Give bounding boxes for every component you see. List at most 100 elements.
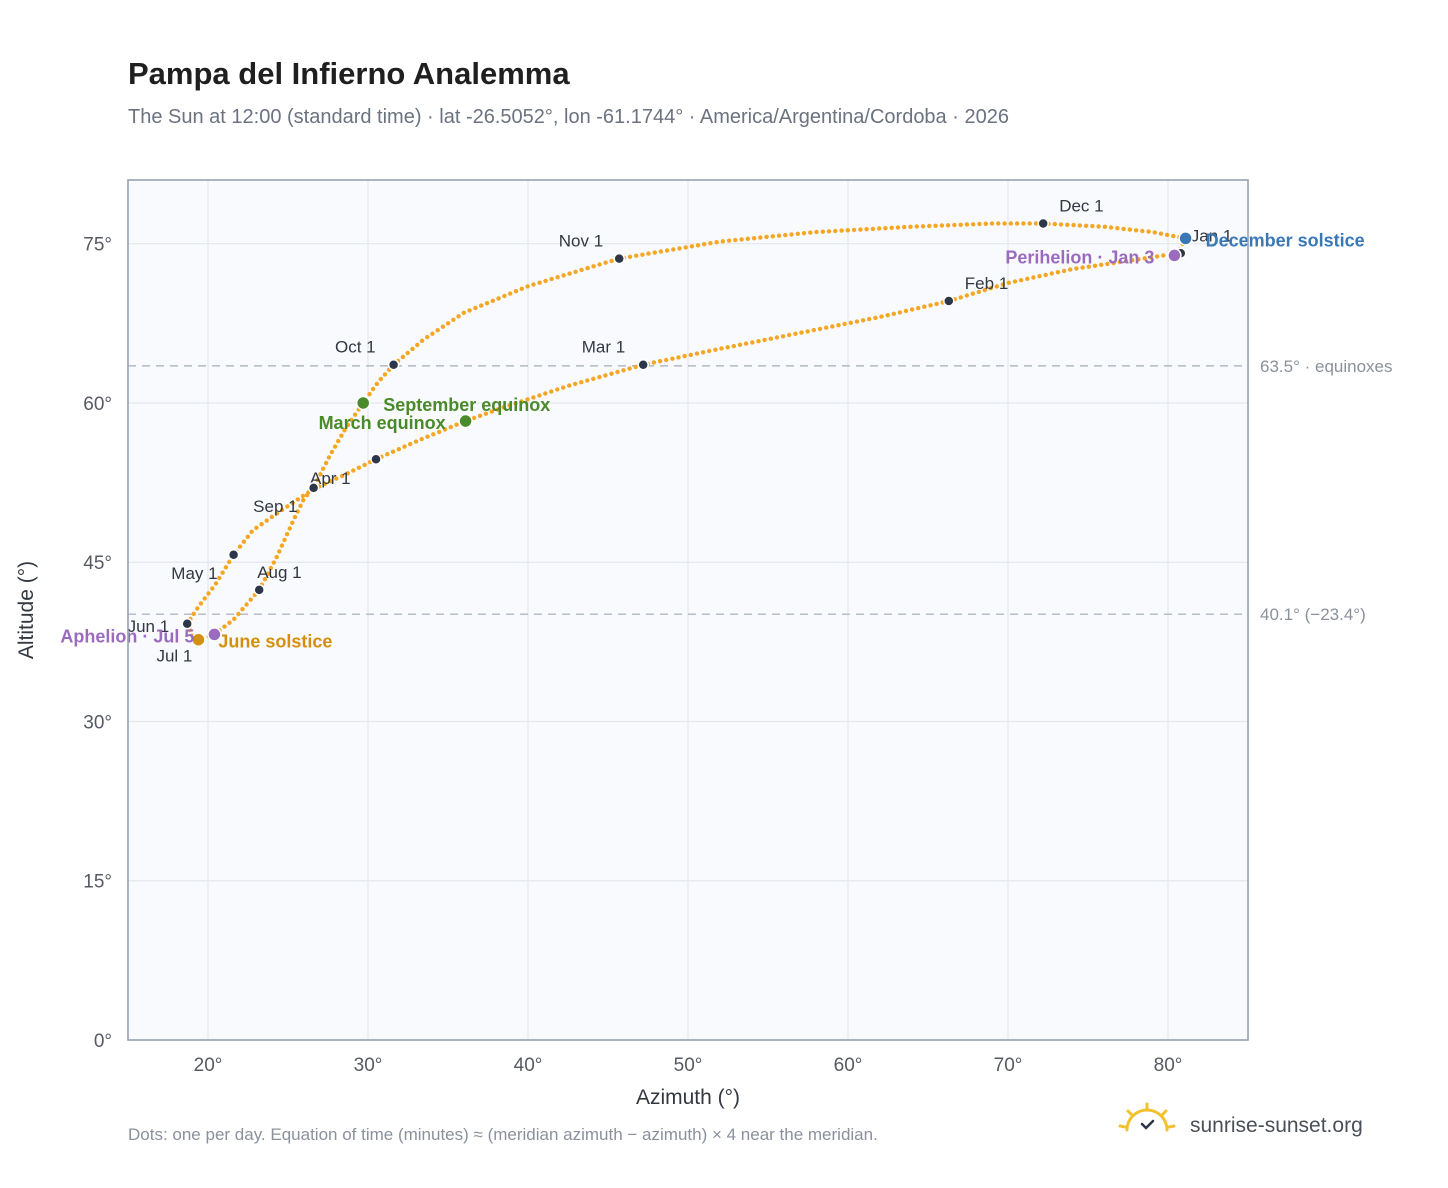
day-dot bbox=[952, 222, 957, 228]
day-dot bbox=[323, 460, 329, 466]
day-dot bbox=[285, 504, 290, 509]
month-label: Jul 1 bbox=[156, 647, 192, 666]
day-dot bbox=[329, 449, 335, 455]
reference-lines: 63.5° · equinoxes 40.1° (−23.4°) bbox=[128, 357, 1393, 624]
day-dot bbox=[1099, 262, 1104, 267]
day-dot bbox=[702, 242, 707, 247]
day-dot bbox=[1080, 265, 1085, 270]
day-dot bbox=[848, 320, 853, 325]
day-dot bbox=[279, 507, 285, 513]
day-dot bbox=[864, 227, 869, 232]
day-dot bbox=[543, 391, 548, 396]
day-dot bbox=[496, 296, 501, 301]
day-dot bbox=[889, 225, 894, 230]
day-dot bbox=[223, 565, 229, 570]
day-dot bbox=[914, 224, 919, 229]
day-dot bbox=[1115, 226, 1120, 231]
day-dot bbox=[1000, 282, 1005, 287]
day-dot bbox=[700, 350, 706, 355]
y-axis-ticks: 0° 15° 30° 45° 60° 75° bbox=[83, 235, 112, 1052]
day-dot bbox=[236, 611, 241, 617]
day-dot bbox=[206, 591, 211, 596]
event-marker bbox=[355, 395, 371, 411]
day-dot bbox=[808, 230, 813, 235]
brand-logo: sunrise-sunset.org bbox=[1118, 1102, 1363, 1137]
day-dot bbox=[651, 360, 657, 365]
day-dot bbox=[768, 336, 773, 341]
day-dot bbox=[780, 334, 786, 339]
day-dot bbox=[916, 305, 921, 311]
day-dot bbox=[244, 602, 249, 607]
day-dot bbox=[537, 393, 542, 398]
day-dot bbox=[1014, 221, 1020, 226]
day-dot bbox=[370, 386, 376, 392]
day-dot bbox=[483, 411, 489, 416]
day-dot bbox=[322, 481, 328, 486]
day-dot bbox=[733, 237, 738, 243]
day-dot bbox=[597, 262, 602, 267]
day-dot bbox=[437, 429, 442, 435]
day-dot bbox=[451, 317, 456, 322]
day-dot bbox=[321, 466, 326, 471]
month-label: May 1 bbox=[171, 564, 217, 583]
month-marker bbox=[370, 453, 382, 465]
month-label: Apr 1 bbox=[310, 469, 351, 488]
day-dot bbox=[334, 476, 339, 481]
day-dot bbox=[870, 226, 876, 232]
day-dot bbox=[1171, 233, 1176, 239]
day-dot bbox=[933, 223, 938, 228]
day-dot bbox=[259, 522, 264, 527]
day-dot bbox=[988, 286, 993, 291]
day-dot bbox=[627, 254, 633, 259]
day-dot bbox=[1033, 221, 1039, 226]
day-dot bbox=[339, 473, 345, 479]
day-dot bbox=[410, 346, 415, 352]
day-dot bbox=[402, 444, 407, 449]
day-dot bbox=[1083, 223, 1089, 228]
day-dot bbox=[664, 248, 670, 253]
day-dot bbox=[793, 331, 798, 336]
day-dot bbox=[903, 308, 909, 314]
day-dot bbox=[382, 372, 388, 377]
day-dot bbox=[927, 223, 932, 229]
day-dot bbox=[227, 620, 232, 625]
day-dot bbox=[743, 341, 749, 346]
day-dot bbox=[689, 244, 695, 249]
day-dot bbox=[448, 424, 453, 430]
day-dot bbox=[994, 284, 999, 289]
day-dot bbox=[390, 449, 396, 454]
day-dot bbox=[787, 332, 792, 338]
day-dot bbox=[789, 232, 794, 237]
day-dot bbox=[1065, 222, 1070, 227]
day-dot bbox=[328, 479, 333, 484]
day-dot bbox=[658, 249, 664, 254]
day-dot bbox=[801, 231, 807, 236]
day-dot bbox=[708, 241, 713, 246]
x-tick-label: 80° bbox=[1154, 1055, 1183, 1076]
day-dot bbox=[217, 575, 222, 581]
day-dot bbox=[1111, 260, 1116, 266]
day-dot bbox=[885, 313, 890, 318]
month-marker bbox=[227, 549, 240, 561]
reference-line-label: 40.1° (−23.4°) bbox=[1260, 605, 1366, 624]
day-dot bbox=[811, 327, 816, 333]
day-dot bbox=[442, 427, 448, 432]
day-dot bbox=[456, 314, 461, 319]
month-marker bbox=[307, 482, 320, 494]
day-dot bbox=[300, 493, 306, 499]
day-dot bbox=[883, 226, 888, 231]
day-dot bbox=[549, 389, 554, 394]
day-dot bbox=[770, 234, 775, 239]
day-dot bbox=[830, 324, 835, 329]
day-dot bbox=[1140, 228, 1145, 234]
day-dot bbox=[1148, 255, 1154, 260]
day-dot bbox=[396, 447, 401, 452]
day-dot bbox=[826, 229, 832, 234]
month-marker bbox=[1037, 217, 1049, 230]
day-dot bbox=[445, 321, 451, 326]
day-dot bbox=[750, 340, 755, 345]
day-dot bbox=[983, 221, 988, 226]
day-dot bbox=[362, 462, 367, 468]
day-dot bbox=[345, 422, 351, 428]
day-dot bbox=[1052, 221, 1058, 227]
